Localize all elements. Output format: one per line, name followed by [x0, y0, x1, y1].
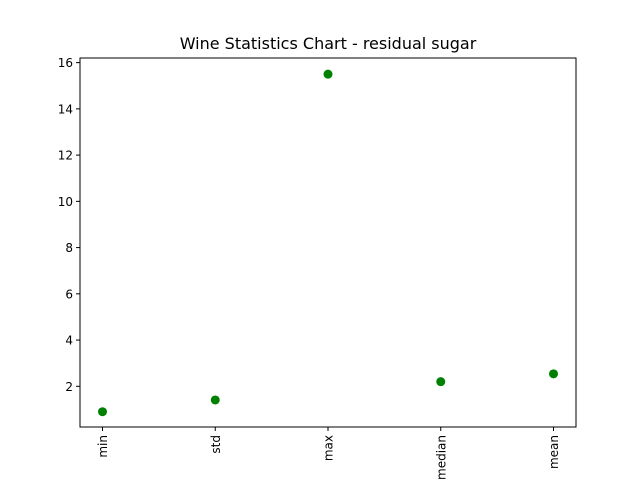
y-tick-label: 8: [65, 241, 73, 255]
x-axis: min std max median mean: [96, 427, 561, 480]
y-tick-label: 2: [65, 380, 73, 394]
y-tick-label: 16: [58, 56, 73, 70]
y-tick-label: 4: [65, 334, 73, 348]
plot-frame: [79, 57, 577, 428]
y-tick-label: 10: [58, 195, 73, 209]
x-tick-label-max: max: [322, 435, 336, 461]
x-tick-label-std: std: [209, 435, 223, 454]
data-points: [98, 69, 558, 417]
data-point-median: [436, 377, 446, 387]
y-tick-label: 6: [65, 287, 73, 301]
y-axis: 2 4 6 8 10 12 14 16: [58, 56, 80, 394]
data-point-max: [323, 69, 333, 79]
x-tick-label-median: median: [434, 435, 448, 480]
data-point-mean: [549, 369, 558, 379]
chart-title: Wine Statistics Chart - residual sugar: [180, 34, 477, 53]
data-point-std: [210, 395, 220, 405]
y-tick-label: 12: [58, 149, 73, 163]
x-tick-label-min: min: [96, 435, 110, 458]
data-point-min: [98, 407, 107, 417]
x-tick-label-mean: mean: [547, 435, 561, 469]
y-tick-label: 14: [58, 102, 73, 116]
